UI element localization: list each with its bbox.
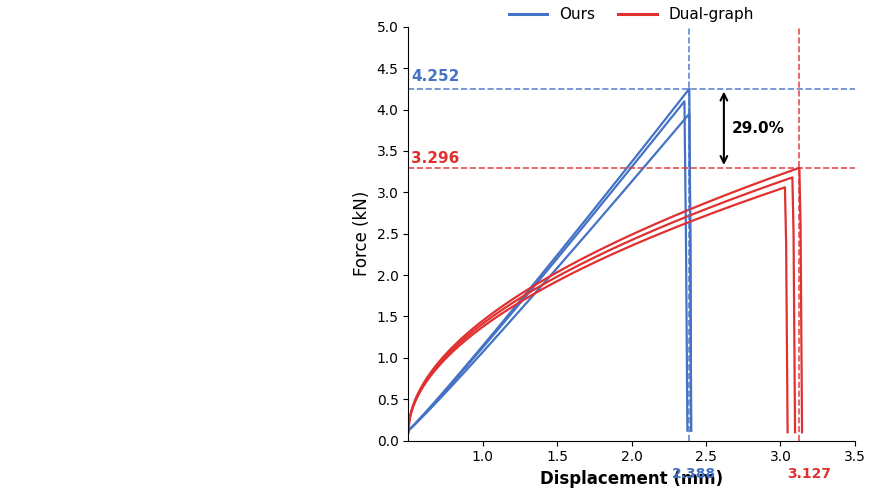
Text: 3.296: 3.296 — [411, 151, 459, 165]
Text: 2.388: 2.388 — [671, 467, 715, 481]
Text: 29.0%: 29.0% — [731, 121, 783, 136]
Legend: Ours, Dual-graph: Ours, Dual-graph — [502, 1, 760, 29]
Text: 4.252: 4.252 — [411, 68, 459, 84]
Text: 3.127: 3.127 — [786, 467, 831, 481]
Y-axis label: Force (kN): Force (kN) — [353, 191, 370, 277]
X-axis label: Displacement (mm): Displacement (mm) — [540, 470, 722, 488]
